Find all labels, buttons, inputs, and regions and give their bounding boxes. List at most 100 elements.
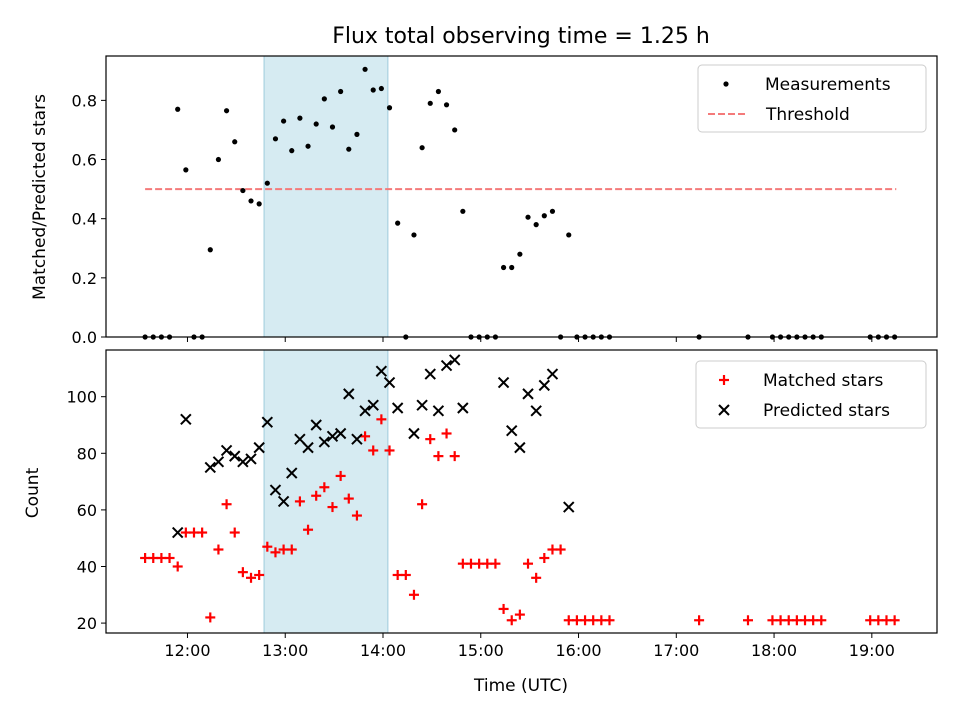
data-point [310,419,322,431]
x-tick-label: 17:00 [653,641,699,660]
legend: Measurements Threshold [697,64,927,133]
data-point [538,379,551,392]
data-point [326,430,339,443]
data-point [563,501,575,513]
data-point [338,88,344,95]
data-point [889,615,900,626]
data-point [343,493,354,504]
data-point [432,405,445,417]
data-point [311,490,322,501]
y-tick-label: 60 [77,501,97,520]
data-point [378,85,384,92]
y-tick-label: 0.6 [72,151,97,170]
y-tick-label: 100 [66,388,97,407]
x-tick-label: 14:00 [360,641,406,660]
data-point [395,220,401,226]
data-point [411,232,417,238]
data-point [522,388,534,400]
data-point [212,456,225,468]
data-point [440,359,453,372]
data-point [359,405,371,417]
data-point [229,527,240,538]
data-point [171,526,184,539]
data-point [240,187,246,194]
data-point [417,499,428,510]
data-point [391,402,404,414]
data-point [435,88,441,95]
data-point [816,615,827,626]
data-point [457,402,469,414]
data-point [294,496,305,507]
data-point [533,222,539,228]
data-point [441,428,452,439]
data-point [254,569,265,580]
data-point [269,484,282,496]
top-chart-title: Flux total observing time = 1.25 h [332,24,710,49]
data-point [525,214,531,220]
data-point [694,615,705,626]
data-point [272,136,279,142]
data-point [205,612,216,623]
data-point [517,251,523,257]
data-point [289,148,295,154]
data-point [334,427,347,440]
data-point [248,198,254,204]
data-point [204,461,216,474]
data-point [448,354,461,366]
top-panel: Flux total observing time = 1.25 h 0.0 0.… [30,24,938,347]
data-point [742,615,753,626]
bottom-y-axis-label: Count [23,467,43,518]
data-point [319,482,330,493]
data-point [223,108,230,114]
y-tick-label: 20 [77,614,97,633]
data-point [500,264,507,271]
data-point [368,445,379,456]
axes-frame [105,349,938,634]
legend-label: Measurements [765,75,891,95]
data-point [370,87,376,93]
y-tick-label: 0.2 [72,269,97,288]
data-point [362,66,368,72]
x-axis-label: Time (UTC) [473,676,568,696]
legend-marker [718,404,730,416]
legend: Matched stars Predicted stars [695,360,927,429]
data-point [351,510,362,521]
data-point [207,247,213,253]
data-point [460,208,466,214]
data-point [175,106,181,112]
data-point [376,414,387,425]
legend-label: Predicted stars [763,401,890,421]
data-point [180,413,192,426]
data-point [541,213,547,219]
series-predicted-stars [171,354,575,539]
data-point [367,399,379,411]
x-tick-label: 18:00 [751,641,797,660]
data-point [506,615,517,626]
data-point [220,444,233,457]
y-tick-label: 0.0 [72,328,97,347]
data-point [555,544,566,555]
data-point [384,445,395,456]
data-point [383,376,396,389]
data-point [261,416,274,428]
legend-box [695,360,927,429]
data-point [270,547,281,558]
bottom-plot-area: 20 40 60 80 100 12:00 13:00 14:00 15:00 16:00 17:0… [66,349,938,660]
data-point [313,121,319,127]
x-tick-label: 16:00 [555,641,601,660]
x-tick-label: 12:00 [164,641,210,660]
data-point [509,264,515,271]
bottom-panel: 20 40 60 80 100 12:00 13:00 14:00 15:00 16:00 17:0… [23,349,938,696]
data-point [497,376,510,389]
data-point [213,544,224,555]
data-point [523,558,534,569]
data-point [514,609,525,620]
series-matched-stars [140,414,900,626]
data-point [232,139,238,145]
data-point [400,569,411,580]
data-point [506,424,518,437]
data-point [286,544,297,555]
data-point [530,405,542,417]
data-point [229,450,241,462]
